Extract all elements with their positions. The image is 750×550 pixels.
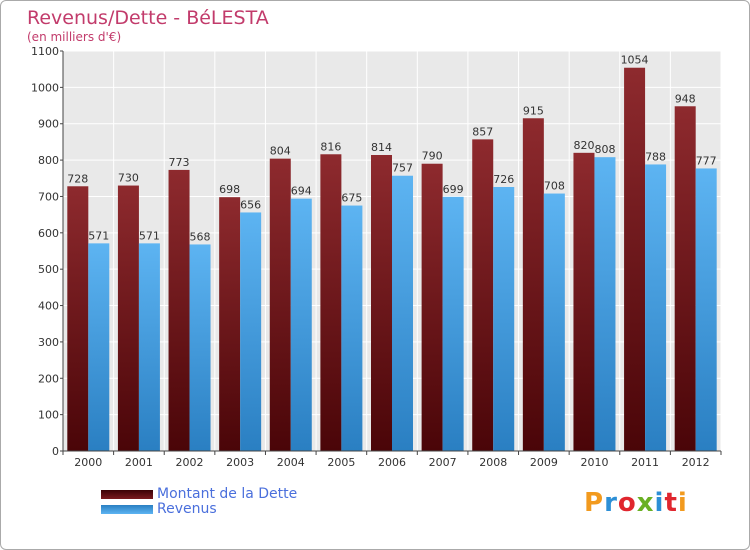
bar-revenus [189,244,211,451]
logo-letter: t [664,488,678,518]
data-label: 777 [696,154,717,167]
data-label: 708 [544,180,565,193]
x-tick-label: 2008 [479,456,507,469]
data-label: 820 [573,139,594,152]
y-tick-label: 300 [38,336,59,349]
bar-debt [624,67,646,452]
y-tick-label: 800 [38,154,59,167]
data-label: 656 [240,198,261,211]
logo-letter: P [584,488,605,518]
data-labels: 7285717305717735686986568046948166758147… [67,54,716,244]
y-tick-label: 1000 [31,81,59,94]
y-tick-label: 1100 [31,45,59,58]
x-tick-label: 2000 [74,456,102,469]
legend-swatch-revenus [101,505,153,514]
y-tick-label: 400 [38,300,59,313]
x-tick-label: 2010 [580,456,608,469]
logo-letter: i [654,488,665,518]
data-label: 757 [392,162,413,175]
x-tick-label: 2005 [327,456,355,469]
data-label: 571 [88,229,109,242]
logo-letter: r [604,488,618,518]
bar-revenus [493,187,515,451]
data-label: 804 [270,145,291,158]
chart-subtitle: (en milliers d'€) [27,30,122,44]
legend-label-debt: Montant de la Dette [157,486,298,502]
bar-revenus [88,243,110,451]
data-label: 814 [371,141,392,154]
legend-label-revenus: Revenus [157,501,217,517]
bar-revenus [341,205,363,451]
bars-group [67,67,717,452]
bar-revenus [594,157,616,451]
bar-debt [674,106,696,451]
x-tick-label: 2006 [378,456,406,469]
y-tick-label: 600 [38,227,59,240]
data-label: 773 [169,156,190,169]
data-label: 694 [291,185,312,198]
data-label: 788 [645,150,666,163]
data-label: 948 [675,92,696,105]
bar-debt [168,169,190,451]
bar-debt [269,158,291,452]
bar-revenus [290,198,312,451]
data-label: 1054 [621,54,649,67]
bar-revenus [543,193,565,451]
bar-debt [320,154,342,452]
data-label: 675 [341,192,362,205]
logo-letter: i [677,488,688,518]
bar-revenus [695,168,717,452]
data-label: 790 [422,150,443,163]
x-tick-label: 2004 [277,456,305,469]
data-label: 698 [219,183,240,196]
bar-revenus [240,212,262,451]
x-tick-label: 2011 [631,456,659,469]
bar-debt [67,186,89,452]
bar-debt [421,163,443,451]
data-label: 571 [139,229,160,242]
logo-letter: o [617,488,637,518]
bar-debt [117,185,139,451]
data-label: 568 [190,230,211,243]
x-tick-label: 2002 [176,456,204,469]
bar-revenus [392,175,413,451]
y-tick-label: 700 [38,190,59,203]
bar-debt [472,139,494,451]
bar-debt [219,197,241,451]
data-label: 816 [320,140,341,153]
bar-revenus [442,196,464,451]
bar-revenus [645,164,667,452]
bar-debt [371,155,392,451]
bar-revenus [138,243,160,451]
x-tick-label: 2009 [530,456,558,469]
chart-title: Revenus/Dette - BéLESTA [27,7,269,29]
proxiti-logo: Proxiti [584,488,688,518]
data-label: 857 [472,125,493,138]
data-label: 730 [118,172,139,185]
y-tick-label: 100 [38,409,59,422]
x-tick-label: 2001 [125,456,153,469]
y-tick-label: 0 [52,445,59,458]
data-label: 699 [443,183,464,196]
x-tick-label: 2007 [429,456,457,469]
bar-debt [573,152,595,451]
data-label: 808 [594,143,615,156]
axes: 0 100 200 300 400 500 600 700 800 900 1000 1100 2000… [31,45,722,469]
bar-debt [522,118,544,451]
y-tick-label: 900 [38,118,59,131]
data-label: 915 [523,104,544,117]
y-tick-label: 500 [38,263,59,276]
data-label: 728 [67,172,88,185]
legend-swatch-debt [101,490,153,499]
x-tick-label: 2003 [226,456,254,469]
x-tick-label: 2012 [682,456,710,469]
logo-letter: x [636,488,655,518]
y-tick-label: 200 [38,372,59,385]
data-label: 726 [493,173,514,186]
